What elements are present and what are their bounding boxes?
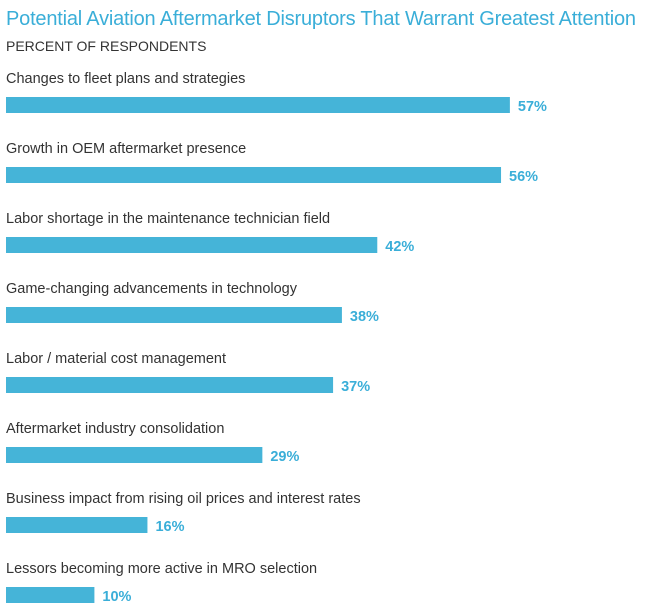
value-label: 29% xyxy=(270,449,299,465)
chart-title: Potential Aviation Aftermarket Disruptor… xyxy=(6,8,636,30)
value-label: 16% xyxy=(155,519,184,535)
category-label: Labor / material cost management xyxy=(6,351,226,367)
bar xyxy=(6,167,502,183)
value-label: 37% xyxy=(341,379,370,395)
value-label: 42% xyxy=(385,239,414,255)
bar xyxy=(6,237,378,253)
category-label: Business impact from rising oil prices a… xyxy=(6,491,361,507)
value-label: 10% xyxy=(102,589,131,605)
category-label: Growth in OEM aftermarket presence xyxy=(6,141,246,157)
category-label: Aftermarket industry consolidation xyxy=(6,421,224,437)
bar xyxy=(6,517,148,533)
bar xyxy=(6,447,263,463)
bar xyxy=(6,307,342,323)
bar xyxy=(6,377,334,393)
bar xyxy=(6,587,95,603)
value-label: 56% xyxy=(509,169,538,185)
chart-subtitle: PERCENT OF RESPONDENTS xyxy=(6,38,207,54)
category-label: Changes to fleet plans and strategies xyxy=(6,71,245,87)
category-label: Lessors becoming more active in MRO sele… xyxy=(6,561,317,577)
category-label: Labor shortage in the maintenance techni… xyxy=(6,211,330,227)
bar xyxy=(6,97,510,113)
value-label: 57% xyxy=(518,99,547,115)
category-label: Game-changing advancements in technology xyxy=(6,281,298,297)
value-label: 38% xyxy=(350,309,379,325)
